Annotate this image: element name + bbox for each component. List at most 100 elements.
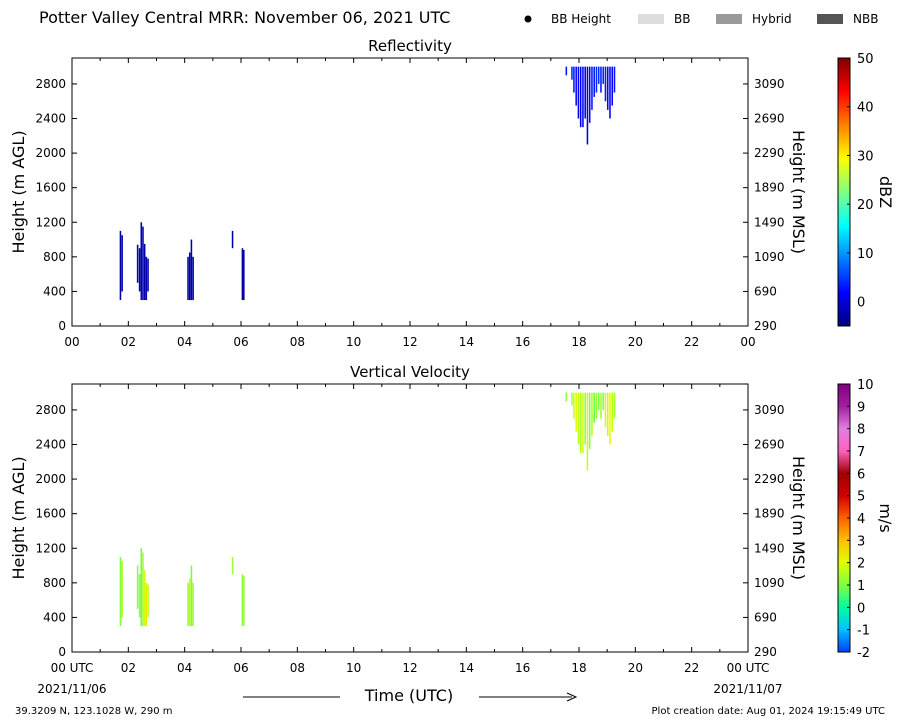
- data-column: [602, 66, 604, 84]
- colorbar-gradient: [837, 57, 851, 327]
- data-column: [588, 392, 591, 449]
- colorbar-tick-label: 30: [857, 149, 874, 164]
- data-column: [611, 66, 614, 106]
- data-column: [147, 584, 149, 618]
- data-column: [611, 392, 614, 432]
- data-column: [597, 392, 600, 410]
- data-column: [119, 230, 122, 301]
- data-column: [609, 392, 611, 445]
- data-column: [565, 66, 568, 76]
- y2-tick-label: 2290: [754, 472, 785, 486]
- data-column: [192, 256, 194, 301]
- legend: BB Height BB Hybrid NBB: [524, 12, 878, 26]
- colorbar-tick-label: 6: [857, 467, 865, 482]
- data-column: [613, 66, 616, 93]
- data-column: [140, 222, 143, 301]
- x-tick-label: 16: [515, 661, 530, 675]
- start-date-label: 2021/11/06: [37, 682, 106, 696]
- data-column: [588, 66, 591, 123]
- x-axis-label: Time (UTC): [364, 686, 453, 705]
- y-tick-label: 1200: [35, 215, 66, 229]
- x-tick-label: 12: [402, 335, 417, 349]
- x-tick-label: 00 UTC: [727, 661, 770, 675]
- y2-tick-label: 290: [754, 319, 777, 333]
- legend-swatch: [817, 14, 843, 24]
- data-column: [577, 392, 580, 445]
- x-tick-label: 08: [290, 661, 305, 675]
- x-tick-label: 22: [684, 661, 699, 675]
- x-tick-label: 16: [515, 335, 530, 349]
- x-tick-label: 20: [628, 335, 643, 349]
- data-column: [600, 392, 602, 419]
- data-column: [579, 392, 582, 454]
- colorbar-tick-label: 50: [857, 52, 874, 67]
- y2-tick-label: 1090: [754, 250, 785, 264]
- figure-title: Potter Valley Central MRR: November 06, …: [39, 8, 450, 27]
- x-tick-label: 02: [121, 335, 136, 349]
- data-column: [190, 565, 193, 627]
- data-column: [145, 256, 148, 301]
- y-tick-label: 2800: [35, 403, 66, 417]
- y-tick-label: 1600: [35, 181, 66, 195]
- x-axis-arrow-head: [566, 692, 578, 702]
- data-column: [593, 392, 595, 423]
- x-tick-label: 02: [121, 661, 136, 675]
- x-tick-label: 10: [346, 335, 361, 349]
- y2-tick-label: 1090: [754, 576, 785, 590]
- x-tick-label: 04: [177, 661, 192, 675]
- y2-tick-label: 1890: [754, 507, 785, 521]
- y-tick-label: 1200: [35, 541, 66, 555]
- x-tick-label: 06: [233, 335, 248, 349]
- y2-axis-label: Height (m MSL): [789, 130, 808, 254]
- x-tick-label: 08: [290, 335, 305, 349]
- legend-marker: [524, 15, 532, 23]
- y2-tick-label: 290: [754, 645, 777, 659]
- x-tick-label: 00: [740, 335, 755, 349]
- data-column: [579, 66, 582, 128]
- y2-tick-label: 690: [754, 610, 777, 624]
- bottom-annotations: 2021/11/06 2021/11/07 Time (UTC) 39.3209…: [15, 682, 885, 717]
- data-column: [119, 556, 122, 627]
- colorbar-tick-label: 2: [857, 557, 865, 572]
- data-column: [584, 66, 586, 119]
- legend-swatch: [716, 14, 742, 24]
- data-column: [595, 392, 598, 419]
- data-column: [591, 392, 593, 436]
- data-column: [575, 392, 577, 432]
- data-column: [602, 392, 604, 410]
- y-tick-label: 800: [43, 250, 66, 264]
- data-column: [565, 392, 568, 402]
- data-column: [188, 578, 191, 627]
- legend-label: BB: [674, 12, 690, 26]
- colorbar-tick-label: 40: [857, 101, 874, 116]
- data-column: [143, 569, 146, 627]
- data-column: [140, 548, 143, 627]
- legend-label: NBB: [853, 12, 878, 26]
- data-column: [188, 252, 191, 301]
- data-column: [243, 575, 245, 627]
- legend-item-1: BB Height: [524, 12, 611, 26]
- legend-label: Hybrid: [752, 12, 792, 26]
- data-column: [586, 392, 589, 471]
- data-column: [192, 582, 194, 627]
- x-tick-label: 14: [459, 335, 474, 349]
- y-tick-label: 2000: [35, 472, 66, 486]
- panel-title: Vertical Velocity: [350, 363, 470, 381]
- colorbar-tick-label: 5: [857, 490, 865, 505]
- colorbar-tick-label: -1: [857, 624, 870, 639]
- location-text: 39.3209 N, 123.1028 W, 290 m: [15, 706, 173, 717]
- x-tick-label: 04: [177, 335, 192, 349]
- colorbar-tick-label: 3: [857, 534, 865, 549]
- colorbar-label: m/s: [876, 503, 895, 532]
- x-tick-label: 06: [233, 661, 248, 675]
- colorbar-tick-label: 9: [857, 400, 865, 415]
- legend-item-3: Hybrid: [716, 12, 792, 26]
- y2-tick-label: 2690: [754, 438, 785, 452]
- data-column: [121, 235, 123, 292]
- data-column: [573, 66, 575, 93]
- y2-tick-label: 3090: [754, 403, 785, 417]
- data-column: [190, 239, 193, 301]
- data-column: [593, 66, 595, 97]
